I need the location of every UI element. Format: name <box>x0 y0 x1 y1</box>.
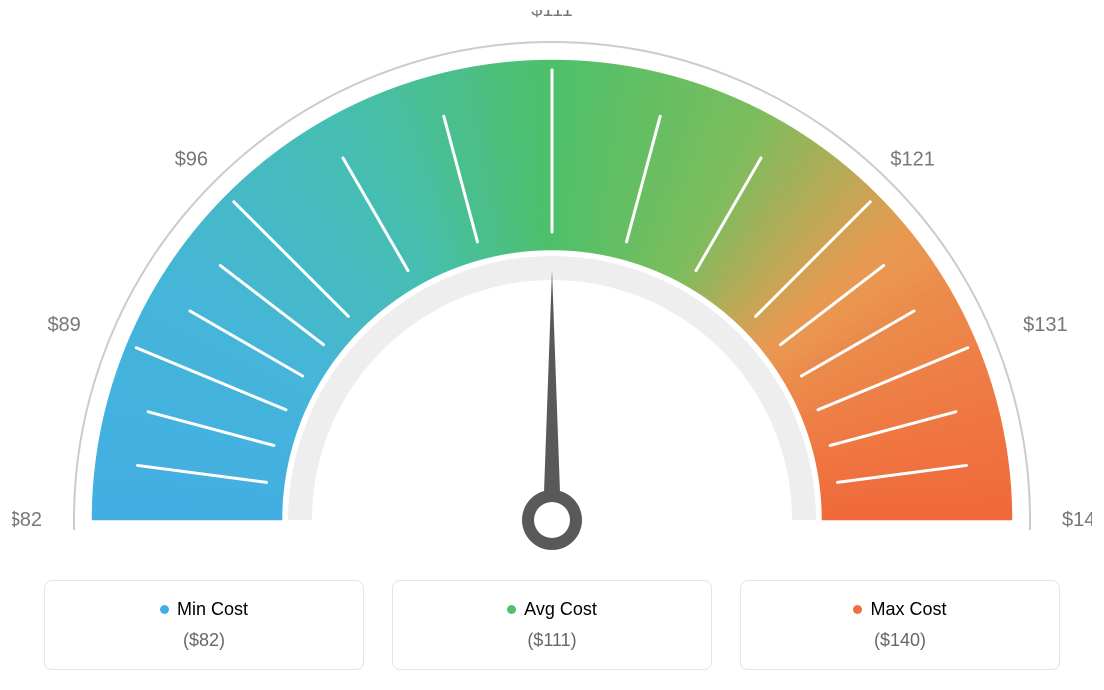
svg-text:$82: $82 <box>12 509 42 531</box>
legend-label-min: Min Cost <box>160 599 248 620</box>
legend-label-text: Avg Cost <box>524 599 597 620</box>
svg-text:$131: $131 <box>1023 314 1068 336</box>
svg-text:$140: $140 <box>1062 509 1092 531</box>
svg-text:$121: $121 <box>890 148 935 170</box>
legend-card-max: Max Cost ($140) <box>740 580 1060 670</box>
cost-gauge: $82 $89 $96 $111 $121 $131 $140 <box>12 10 1092 570</box>
legend-row: Min Cost ($82) Avg Cost ($111) Max Cost … <box>0 580 1104 670</box>
legend-value-max: ($140) <box>741 630 1059 651</box>
legend-card-min: Min Cost ($82) <box>44 580 364 670</box>
legend-label-text: Min Cost <box>177 599 248 620</box>
svg-text:$96: $96 <box>175 148 208 170</box>
dot-icon <box>853 605 862 614</box>
legend-label-text: Max Cost <box>870 599 946 620</box>
legend-label-max: Max Cost <box>853 599 946 620</box>
legend-value-min: ($82) <box>45 630 363 651</box>
svg-text:$111: $111 <box>531 10 573 21</box>
dot-icon <box>160 605 169 614</box>
svg-text:$89: $89 <box>47 314 80 336</box>
legend-label-avg: Avg Cost <box>507 599 597 620</box>
legend-value-avg: ($111) <box>393 630 711 651</box>
dot-icon <box>507 605 516 614</box>
gauge-svg: $82 $89 $96 $111 $121 $131 $140 <box>12 10 1092 570</box>
legend-card-avg: Avg Cost ($111) <box>392 580 712 670</box>
